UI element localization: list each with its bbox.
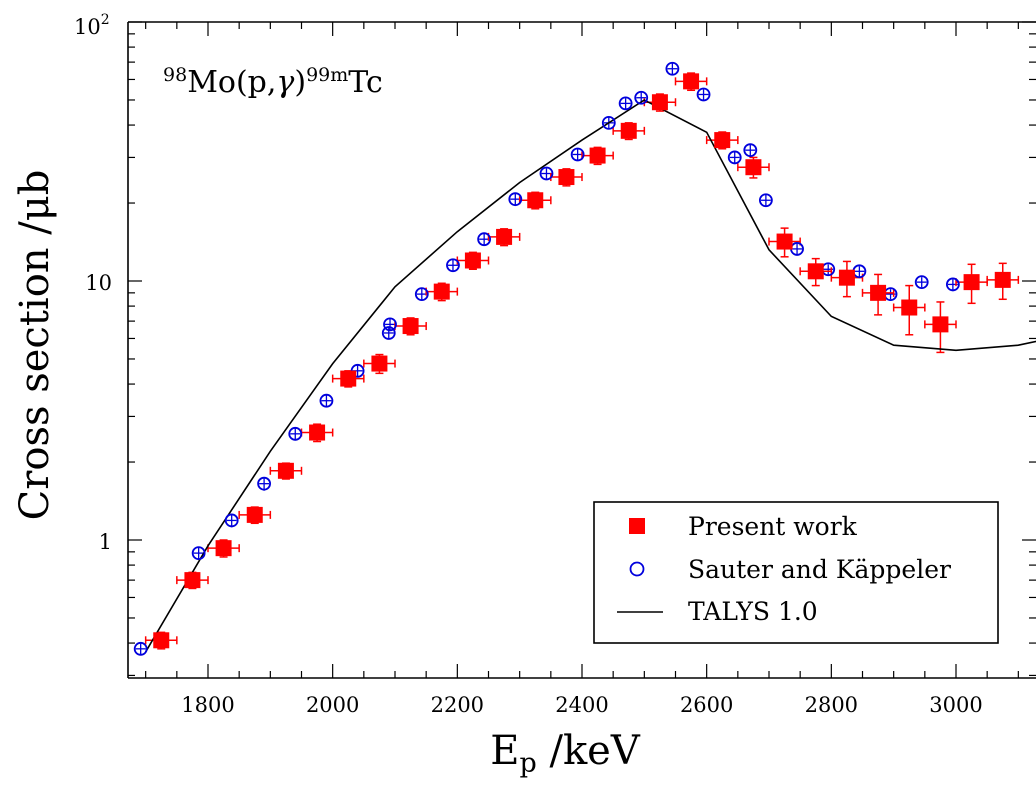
legend-marker-present	[629, 518, 645, 534]
annot-gamma: γ	[276, 65, 294, 100]
present-point-2	[216, 540, 232, 556]
present-point-6	[340, 371, 356, 387]
x-tick-label-2600: 2600	[680, 693, 733, 717]
x-tick-label-2800: 2800	[805, 693, 858, 717]
x-axis-title: Ep /keV	[490, 728, 641, 779]
present-point-5	[309, 425, 325, 441]
x-tick-label-2000: 2000	[306, 693, 359, 717]
present-point-19	[745, 159, 761, 175]
y-tick-label-1: 1	[99, 530, 112, 554]
legend: Present work Sauter and Käppeler TALYS 1…	[594, 502, 998, 643]
present-point-22	[839, 270, 855, 286]
present-point-3	[247, 507, 263, 523]
annot-close: )	[294, 65, 306, 100]
x-title-unit: /keV	[537, 728, 641, 774]
present-point-26	[964, 274, 980, 290]
x-title-sub: p	[519, 748, 536, 779]
present-point-7	[371, 356, 387, 372]
x-tick-label-2200: 2200	[431, 693, 484, 717]
y-tick-label-100: 102	[74, 12, 110, 39]
present-point-15	[621, 123, 637, 139]
present-point-0	[153, 632, 169, 648]
annot-isotope-b: 99m	[306, 64, 348, 86]
present-point-23	[870, 285, 886, 301]
x-title-main: E	[490, 728, 519, 774]
present-point-25	[932, 316, 948, 332]
present-point-4	[278, 463, 294, 479]
present-point-18	[714, 132, 730, 148]
present-point-14	[590, 148, 606, 164]
y-tick-100-base: 10	[74, 15, 101, 39]
x-tick-label-3000: 3000	[929, 693, 982, 717]
present-point-10	[465, 252, 481, 268]
annot-isotope-a: 98	[163, 64, 187, 86]
present-point-16	[652, 94, 668, 110]
legend-label-talys: TALYS 1.0	[688, 597, 818, 626]
present-point-27	[995, 272, 1011, 288]
present-point-13	[558, 169, 574, 185]
present-point-20	[777, 234, 793, 250]
present-point-8	[403, 318, 419, 334]
legend-label-sauter: Sauter and Käppeler	[688, 555, 951, 584]
present-point-24	[901, 300, 917, 316]
x-tick-label-2400: 2400	[555, 693, 608, 717]
present-point-11	[496, 229, 512, 245]
present-point-17	[683, 73, 699, 89]
y-tick-label-10: 10	[85, 271, 112, 295]
present-point-21	[808, 263, 824, 279]
present-point-1	[184, 572, 200, 588]
y-tick-100-exp: 2	[101, 12, 110, 28]
reaction-annotation: 98Mo(p,γ)99mTc	[163, 64, 383, 100]
legend-label-present: Present work	[688, 512, 858, 541]
present-point-12	[527, 192, 543, 208]
y-axis-title: Cross section /μb	[12, 170, 58, 521]
present-point-9	[434, 284, 450, 300]
annot-element-a: Mo(p,	[187, 65, 276, 100]
x-tick-label-1800: 1800	[181, 693, 234, 717]
annot-element-b: Tc	[348, 65, 382, 100]
